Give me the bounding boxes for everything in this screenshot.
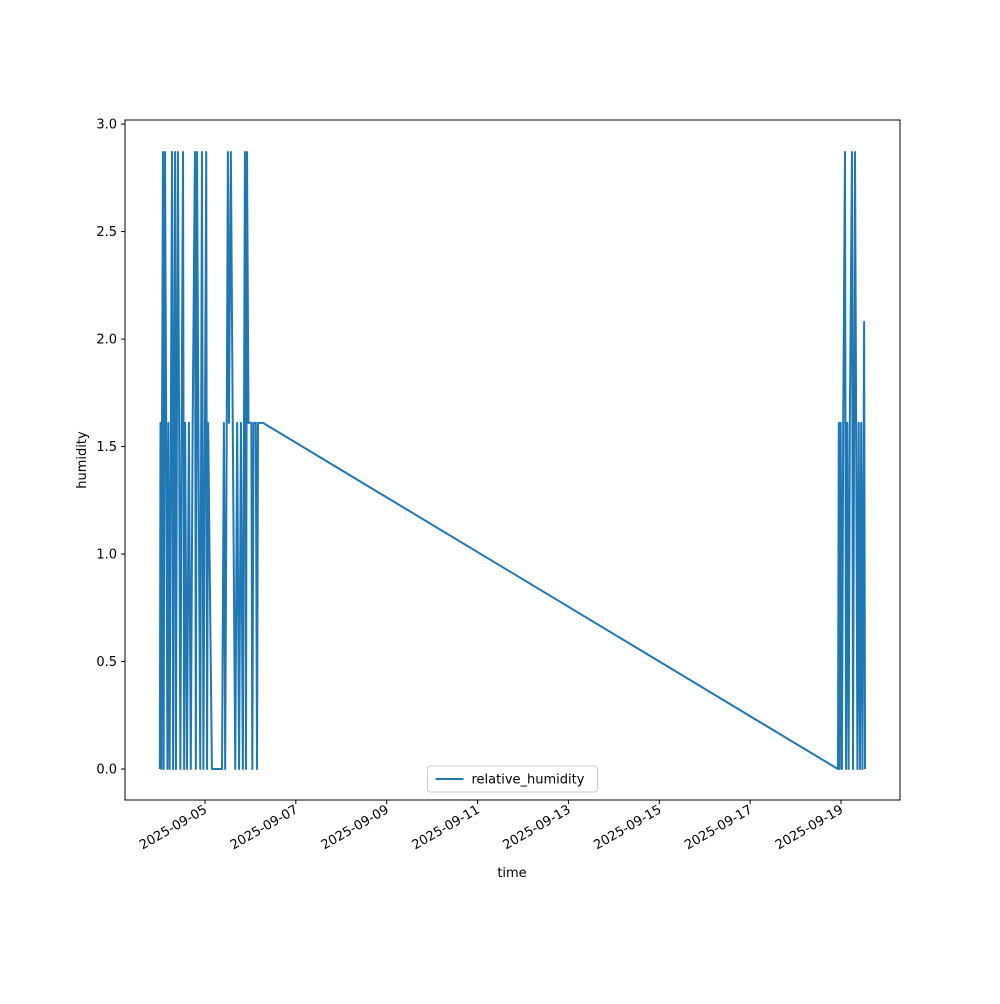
x-axis-label: time [497,866,526,881]
y-tick-label: 0.5 [96,655,117,670]
y-tick-label: 1.0 [96,548,117,563]
legend-label: relative_humidity [472,773,585,788]
plot-frame [124,119,901,801]
y-tick-label: 3.0 [96,118,117,133]
legend-box [427,765,598,793]
y-tick-label: 1.5 [96,440,117,455]
line [158,151,867,771]
y-axis-label: humidity [75,431,90,489]
y-tick-label: 2.0 [96,333,117,348]
y-tick-label: 2.5 [96,225,117,240]
y-tick-label: 0.0 [96,763,117,778]
